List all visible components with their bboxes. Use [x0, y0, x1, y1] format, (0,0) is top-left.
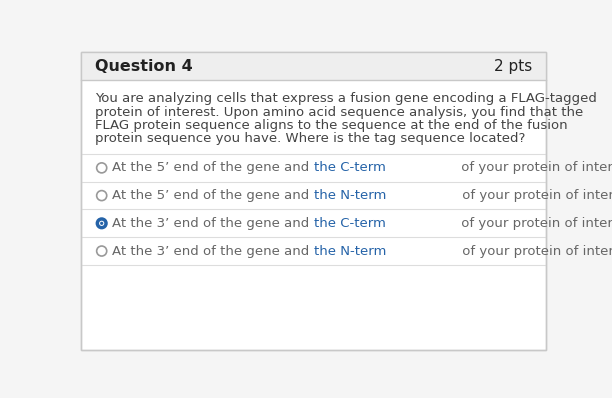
Text: the C-term: the C-term [314, 217, 386, 230]
Text: protein of interest. Upon amino acid sequence analysis, you find that the: protein of interest. Upon amino acid seq… [95, 105, 583, 119]
Text: FLAG protein sequence aligns to the sequence at the end of the fusion: FLAG protein sequence aligns to the sequ… [95, 119, 568, 132]
Text: At the 5’ end of the gene and: At the 5’ end of the gene and [112, 161, 313, 174]
Text: of your protein of interest: of your protein of interest [457, 161, 612, 174]
Circle shape [100, 222, 103, 225]
Text: the N-term: the N-term [314, 244, 386, 258]
FancyBboxPatch shape [81, 53, 546, 80]
Text: protein sequence you have. Where is the tag sequence located?: protein sequence you have. Where is the … [95, 132, 526, 145]
Text: the C-term: the C-term [314, 161, 386, 174]
Text: of your protein of interest: of your protein of interest [458, 189, 612, 202]
Circle shape [97, 246, 106, 256]
Circle shape [99, 221, 104, 226]
Text: of your protein of interest: of your protein of interest [457, 217, 612, 230]
Text: 2 pts: 2 pts [494, 59, 532, 74]
Circle shape [97, 163, 106, 173]
Text: the N-term: the N-term [314, 189, 386, 202]
FancyBboxPatch shape [81, 53, 546, 349]
Text: At the 3’ end of the gene and: At the 3’ end of the gene and [112, 244, 313, 258]
Text: You are analyzing cells that express a fusion gene encoding a FLAG-tagged: You are analyzing cells that express a f… [95, 92, 597, 105]
Circle shape [97, 219, 106, 228]
Text: At the 3’ end of the gene and: At the 3’ end of the gene and [112, 217, 313, 230]
Circle shape [97, 191, 106, 201]
Text: Question 4: Question 4 [95, 59, 193, 74]
Text: of your protein of interest: of your protein of interest [458, 244, 612, 258]
Text: At the 5’ end of the gene and: At the 5’ end of the gene and [112, 189, 313, 202]
